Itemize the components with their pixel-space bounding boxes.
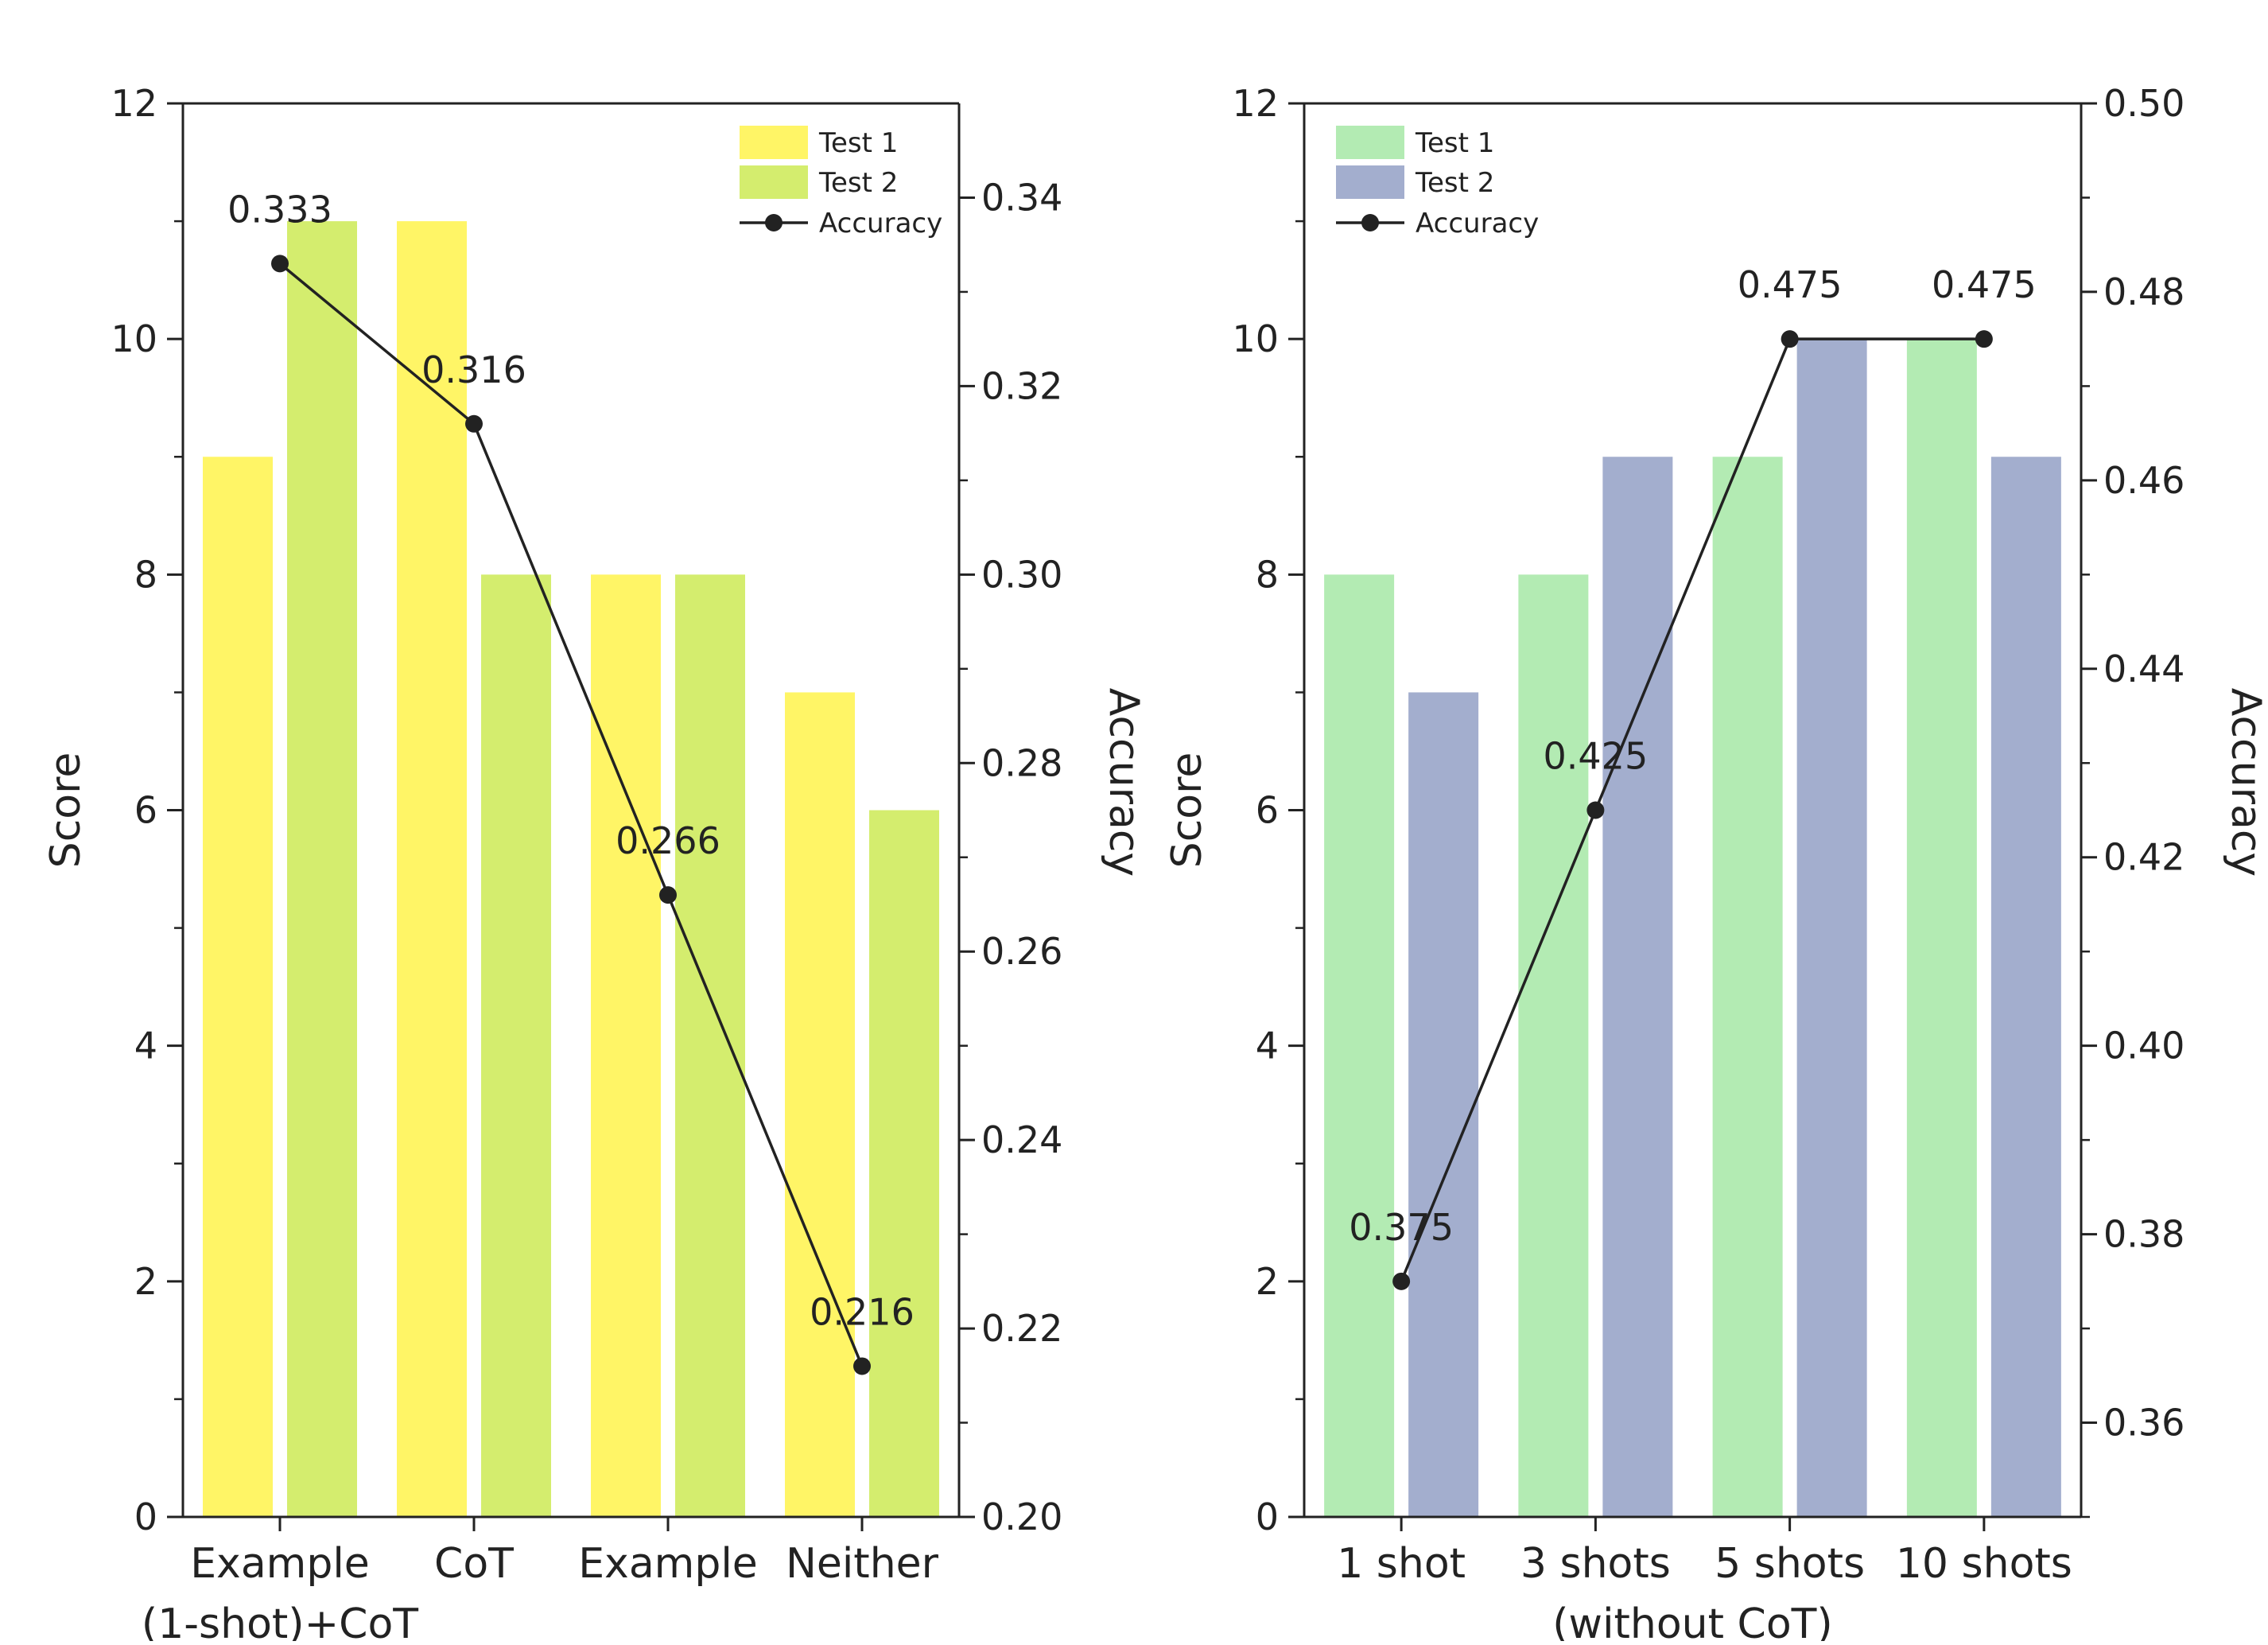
y-axis-title-left: Score <box>42 752 90 869</box>
accuracy-data-label: 0.316 <box>421 348 526 391</box>
y-tick-label-right: 0.36 <box>2103 1402 2185 1445</box>
y-tick-label-right: 0.34 <box>981 176 1062 219</box>
accuracy-data-label: 0.475 <box>1738 263 1843 306</box>
x-tick-sublabel: (1-shot)+CoT <box>142 1600 418 1641</box>
bar-test-2-2 <box>481 574 551 1518</box>
accuracy-point-1 <box>271 255 289 273</box>
bar-test-2-4 <box>1990 457 2061 1517</box>
accuracy-point-4 <box>853 1357 871 1375</box>
bar-test-1-2 <box>397 221 467 1517</box>
legend-label-1: Test 1 <box>1415 127 1494 159</box>
bar-test-1-1 <box>1324 574 1395 1518</box>
accuracy-data-label: 0.375 <box>1349 1206 1454 1249</box>
accuracy-point-2 <box>465 414 483 433</box>
bar-test-2-3 <box>1796 339 1867 1518</box>
accuracy-point-3 <box>1781 330 1799 348</box>
bar-test-2-4 <box>869 810 939 1517</box>
x-tick-label: Example <box>190 1540 370 1588</box>
y-tick-label-left: 0 <box>1256 1495 1279 1538</box>
chart-panel-1: 0 2 4 6 8 10 12 0.20 0.22 0.24 0.26 0.28 0.30 0.32 0.3… <box>42 82 1148 1645</box>
y-tick-label-right: 0.26 <box>981 930 1062 973</box>
y-tick-label-left: 2 <box>1256 1260 1279 1303</box>
y-tick-label-left: 10 <box>111 317 157 360</box>
legend-swatch-1 <box>740 126 808 159</box>
accuracy-line <box>278 262 864 1367</box>
y-tick-label-left: 8 <box>134 553 157 596</box>
accuracy-data-label: 0.333 <box>227 188 332 231</box>
bar-test-2-1 <box>287 221 357 1517</box>
x-tick-label: 10 shots <box>1896 1540 2072 1588</box>
y-tick-label-right: 0.38 <box>2103 1213 2185 1256</box>
accuracy-data-label: 0.216 <box>810 1290 915 1333</box>
legend-label-2: Test 2 <box>1415 167 1494 199</box>
y-tick-label-right: 0.20 <box>981 1495 1062 1538</box>
legend-swatch-1 <box>1336 126 1404 159</box>
legend-line-marker <box>1361 214 1379 231</box>
accuracy-point-1 <box>1392 1272 1411 1290</box>
accuracy-data-label: 0.425 <box>1544 735 1649 778</box>
y-tick-label-left: 10 <box>1232 317 1279 360</box>
legend-label-accuracy: Accuracy <box>1416 208 1539 239</box>
y-tick-label-right: 0.24 <box>981 1118 1062 1161</box>
accuracy-point-4 <box>1975 330 1993 348</box>
x-tick-label: Example <box>578 1540 758 1588</box>
bar-test-1-4 <box>1906 339 1977 1518</box>
y-axis-title-right: Accuracy <box>2222 688 2268 877</box>
y-tick-label-right: 0.48 <box>2103 270 2185 313</box>
y-tick-label-left: 2 <box>134 1260 157 1303</box>
y-tick-label-left: 6 <box>1256 789 1279 832</box>
bar-test-1-4 <box>785 692 855 1517</box>
bar-test-1-3 <box>1712 457 1783 1517</box>
bar-test-1-3 <box>591 574 661 1518</box>
y-tick-label-right: 0.44 <box>2103 648 2185 690</box>
y-axis-title-right: Accuracy <box>1100 688 1148 877</box>
legend: Test 1 Test 2 Accuracy <box>740 126 942 239</box>
y-tick-label-right: 0.40 <box>2103 1025 2185 1068</box>
x-tick-label: Neither <box>786 1540 939 1588</box>
x-tick-label: 3 shots <box>1520 1540 1671 1588</box>
bar-test-2-1 <box>1408 692 1479 1517</box>
y-tick-label-left: 12 <box>1232 82 1279 125</box>
accuracy-point-3 <box>659 886 677 904</box>
y-tick-label-left: 4 <box>1256 1025 1279 1068</box>
bar-test-2-3 <box>675 574 745 1518</box>
legend-label-accuracy: Accuracy <box>819 208 942 239</box>
legend-swatch-2 <box>1336 165 1404 199</box>
chart-panel-2: 0 2 4 6 8 10 12 0.36 0.38 0.40 0.42 0.44 0.46 0.48 0.5… <box>1163 82 2268 1645</box>
accuracy-data-label: 0.475 <box>1932 263 2037 306</box>
legend-line-marker <box>765 214 783 231</box>
accuracy-point-2 <box>1586 801 1605 819</box>
legend-label-1: Test 1 <box>818 127 898 159</box>
legend: Test 1 Test 2 Accuracy <box>1336 126 1539 239</box>
y-tick-label-right: 0.28 <box>981 741 1062 784</box>
y-tick-label-left: 12 <box>111 82 157 125</box>
x-axis-title: (without CoT) <box>1552 1600 1832 1641</box>
x-tick-label: 1 shot <box>1337 1540 1466 1588</box>
bar-test-2-2 <box>1602 457 1673 1517</box>
y-tick-label-right: 0.42 <box>2103 836 2185 879</box>
accuracy-line <box>1400 337 1984 1282</box>
y-axis-title-left: Score <box>1163 752 1211 869</box>
accuracy-data-label: 0.266 <box>616 819 720 862</box>
y-tick-label-right: 0.32 <box>981 364 1062 407</box>
legend-swatch-2 <box>740 165 808 199</box>
y-tick-label-right: 0.50 <box>2103 82 2185 125</box>
bar-test-1-2 <box>1518 574 1589 1518</box>
y-tick-label-left: 0 <box>134 1495 157 1538</box>
y-tick-label-right: 0.22 <box>981 1307 1062 1350</box>
y-tick-label-right: 0.30 <box>981 553 1062 596</box>
x-tick-label: CoT <box>434 1540 514 1588</box>
y-tick-label-left: 6 <box>134 789 157 832</box>
y-tick-label-right: 0.46 <box>2103 459 2185 502</box>
legend-label-2: Test 2 <box>818 167 898 199</box>
x-tick-label: 5 shots <box>1715 1540 1865 1588</box>
bar-test-1-1 <box>203 457 273 1517</box>
y-tick-label-left: 8 <box>1256 553 1279 596</box>
y-tick-label-left: 4 <box>134 1025 157 1068</box>
